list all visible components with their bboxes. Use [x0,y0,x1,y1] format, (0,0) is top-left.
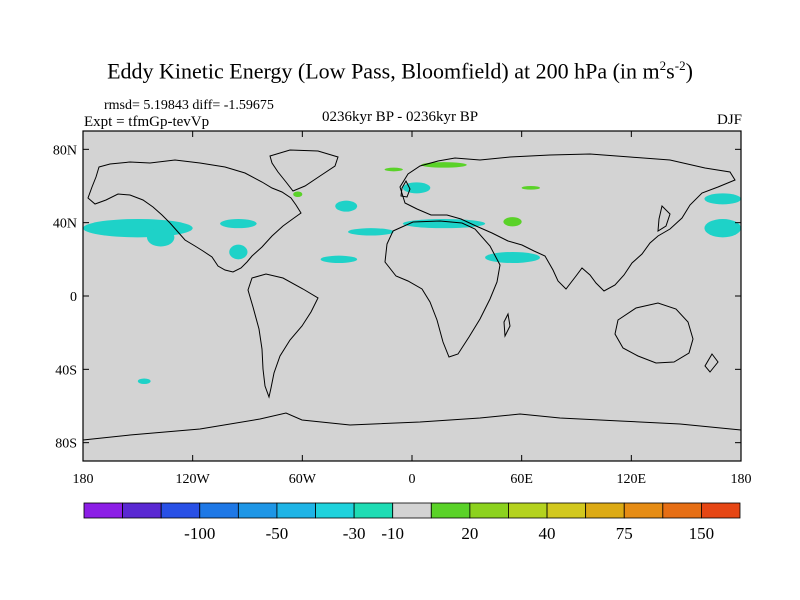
lat-tick-label: 40N [53,217,77,232]
anomaly-region-14 [384,167,403,172]
colorbar-box [701,502,741,519]
map-background [83,131,741,461]
anomaly-region-2 [220,219,257,229]
uk-coast [400,179,411,198]
colorbar-label: -30 [343,524,366,543]
colorbar-label: 150 [689,524,715,543]
colorbar-box [199,502,239,519]
colorbar-box [430,502,471,519]
longitude-ticks: 180 120W 60W 0 60E 120E 180 [73,131,752,487]
coastlines [82,149,742,441]
lon-tick-label: 180 [731,472,752,487]
anomaly-region-3 [229,244,248,260]
colorbar-label: 40 [539,524,556,543]
season-label: DJF [716,112,742,128]
chart-title: Eddy Kinetic Energy (Low Pass, Bloomfiel… [107,58,693,84]
colorbar-box [276,502,316,519]
lat-tick-label: 40S [55,363,77,378]
colorbar: -100 -50 -30 -10 20 40 75 150 [83,502,741,543]
anomaly-region-1 [146,228,175,247]
anomaly-region-9 [485,252,540,263]
lon-tick-label: 0 [409,472,416,487]
colorbar-box [353,502,394,519]
colorbar-box [623,502,664,519]
anomaly-region-4 [335,200,358,212]
colorbar-label: 75 [616,524,633,543]
anomaly-region-6 [320,255,358,263]
south-america-coast [247,273,319,399]
colorbar-box [508,502,548,519]
lat-tick-label: 80S [55,437,77,452]
colorbar-box [662,502,702,519]
lon-tick-label: 120W [176,472,211,487]
antarctica-coast [82,412,742,441]
colorbar-box [469,502,509,519]
africa-coast [384,220,501,358]
colorbar-box [160,502,201,519]
colorbar-label: -100 [184,524,215,543]
lon-tick-label: 60W [289,472,317,487]
colorbar-box [392,502,432,519]
colorbar-label: 20 [461,524,478,543]
eurasia-coast [399,153,736,292]
latitude-ticks: 80N 40N 0 40S 80S [53,143,741,452]
madagascar-coast [503,312,511,338]
anomaly-region-0 [83,219,193,238]
colorbar-box [315,502,355,519]
experiment-label: Expt = tfmGp-tevVp [84,114,210,130]
anomaly-region-11 [704,193,741,205]
period-label: 0236kyr BP - 0236kyr BP [321,109,479,125]
north-america-coast [87,159,302,273]
new-zealand-coast [704,353,719,373]
anomaly-region-17 [293,191,303,197]
colorbar-box [237,502,278,519]
lon-tick-label: 180 [73,472,94,487]
lon-tick-label: 120E [617,472,647,487]
anomaly-region-16 [503,217,522,227]
colorbar-box [122,502,162,519]
map-panel: 80N 40N 0 40S 80S 180 120W 60W 0 60E 120E 180 [53,130,752,487]
greenland-coast [269,149,339,192]
anomaly-region-10 [704,219,741,238]
colorbar-box [83,502,123,519]
japan-coast [657,205,671,232]
colorbar-box [546,502,587,519]
colorbar-label: -10 [381,524,404,543]
colorbar-box [585,502,625,519]
stats-text: rmsd= 5.19843 diff= -1.59675 [104,98,274,113]
lon-tick-label: 60E [510,472,533,487]
anomaly-regions [83,162,741,384]
anomaly-region-13 [421,162,467,168]
anomaly-region-15 [521,186,540,190]
anomaly-region-12 [137,378,151,384]
lat-tick-label: 0 [70,290,77,305]
lat-tick-label: 80N [53,143,77,158]
australia-coast [614,302,694,364]
colorbar-label: -50 [266,524,289,543]
anomaly-region-8 [402,219,486,229]
anomaly-region-5 [348,228,394,236]
